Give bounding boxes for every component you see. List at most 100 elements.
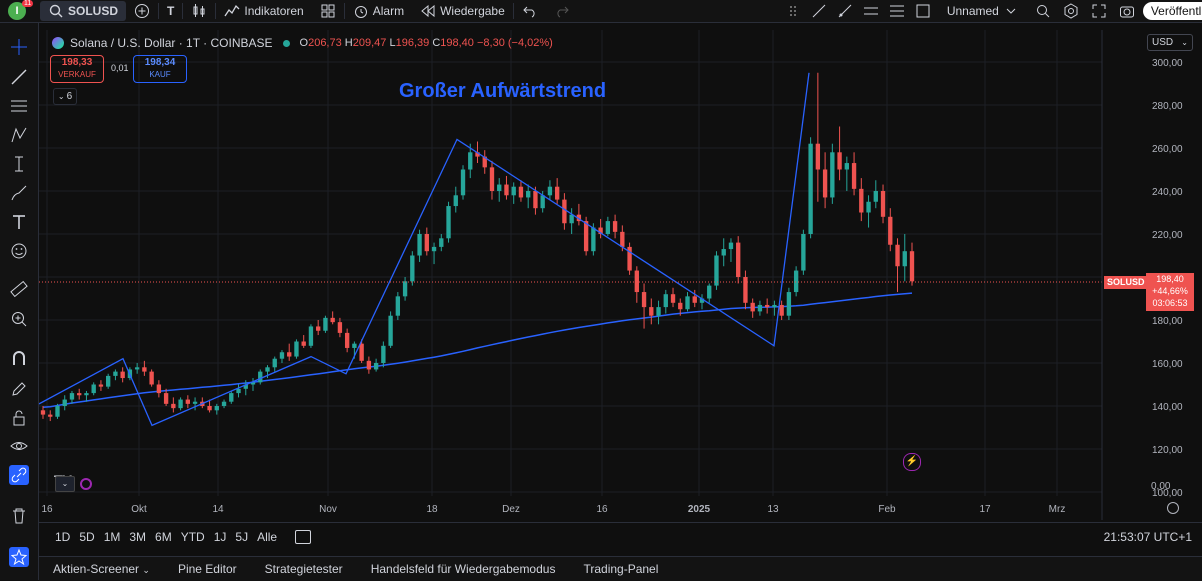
candle-body xyxy=(859,188,864,213)
parallel-channel-icon[interactable] xyxy=(863,3,879,19)
chart-settings-gear-icon[interactable] xyxy=(1167,502,1179,514)
range-button-1d[interactable]: 1D xyxy=(55,530,71,544)
user-avatar[interactable]: I 11 xyxy=(0,0,34,22)
candle-body xyxy=(627,246,632,271)
candle-body xyxy=(156,384,162,394)
rewind-icon xyxy=(420,3,436,19)
candle-body xyxy=(207,406,212,411)
price-tick-label: 120,00 xyxy=(1152,445,1183,456)
range-bar: 1D 5D 1M 3M 6M YTD 1J 5J Alle 21:53:07 UTC+1 xyxy=(39,522,1202,551)
candle-body xyxy=(844,163,849,170)
candle-body xyxy=(793,270,799,293)
sell-button[interactable]: 198,33 VERKAUF xyxy=(50,55,104,83)
lightning-event-icon[interactable]: ⚡ xyxy=(903,453,921,471)
legend-title[interactable]: Solana / U.S. Dollar · 1T · COINBASE xyxy=(70,36,273,50)
candle-body xyxy=(736,242,741,277)
eye-icon[interactable] xyxy=(9,436,29,456)
trendline-tool-icon[interactable] xyxy=(9,67,29,87)
chart-type-button[interactable] xyxy=(183,0,215,22)
text-tool-icon[interactable] xyxy=(9,212,29,232)
alarm-button[interactable]: Alarm xyxy=(345,0,412,22)
time-tick-label: 2025 xyxy=(688,504,711,515)
fib-icon[interactable] xyxy=(889,3,905,19)
tab-replay-trading[interactable]: Handelsfeld für Wiedergabemodus xyxy=(370,562,556,576)
candle-body xyxy=(236,388,241,394)
redo-button[interactable] xyxy=(546,0,578,22)
time-axis[interactable]: 16 Okt 14 Nov 18 Dez 16 2025 13 Feb 17 Mrz xyxy=(41,504,1065,515)
buy-button[interactable]: 198,34 KAUF xyxy=(133,55,187,83)
compare-symbol-button[interactable] xyxy=(126,0,158,22)
pitchfork-icon[interactable] xyxy=(9,125,29,145)
favorites-star-icon[interactable] xyxy=(9,547,29,567)
zoom-in-icon[interactable] xyxy=(9,309,29,329)
ray-icon[interactable] xyxy=(837,3,853,19)
replay-button[interactable]: Wiedergabe xyxy=(412,0,513,22)
avatar-letter: I xyxy=(8,2,26,20)
lock-icon[interactable] xyxy=(9,408,29,428)
emoji-icon[interactable] xyxy=(9,241,29,261)
drag-handle-icon[interactable] xyxy=(785,3,801,19)
templates-button[interactable] xyxy=(312,0,344,22)
ruler-icon[interactable] xyxy=(9,279,29,299)
range-button-1j[interactable]: 1J xyxy=(213,530,227,544)
publish-button[interactable]: Veröffentli xyxy=(1142,2,1202,20)
candle-body xyxy=(692,296,697,303)
candle-body xyxy=(323,317,328,331)
candle-body xyxy=(431,246,437,252)
clock[interactable]: 21:53:07 UTC+1 xyxy=(1103,530,1192,544)
sync-icon[interactable] xyxy=(80,478,92,490)
quick-search-icon[interactable] xyxy=(1035,3,1051,19)
range-button-3m[interactable]: 3M xyxy=(129,530,147,544)
undo-button[interactable] xyxy=(514,0,546,22)
trend-drawings[interactable] xyxy=(39,72,810,427)
range-button-5j[interactable]: 5J xyxy=(235,530,249,544)
horizontal-lines-icon[interactable] xyxy=(9,96,29,116)
range-button-alle[interactable]: Alle xyxy=(257,530,278,544)
camera-icon[interactable] xyxy=(1119,3,1135,19)
range-button-ytd[interactable]: YTD xyxy=(180,530,205,544)
tab-pine-editor[interactable]: Pine Editor xyxy=(177,562,237,576)
candle-body xyxy=(243,384,248,389)
goto-date-icon[interactable] xyxy=(295,530,312,544)
candle-body xyxy=(439,238,444,247)
currency-selector[interactable]: USD ⌄ xyxy=(1147,34,1193,51)
range-button-5d[interactable]: 5D xyxy=(79,530,95,544)
checkbox-icon[interactable] xyxy=(915,3,931,19)
crosshair-icon[interactable] xyxy=(9,37,29,57)
symbol-search[interactable]: SOLUSD xyxy=(40,1,127,21)
link-icon[interactable] xyxy=(9,465,29,485)
settings-gear-icon[interactable] xyxy=(1063,3,1079,19)
tab-trading-panel[interactable]: Trading-Panel xyxy=(583,562,659,576)
change-value: −8,30 (−4,02%) xyxy=(476,37,553,49)
trash-icon[interactable] xyxy=(9,506,29,526)
brush-icon[interactable] xyxy=(9,183,29,203)
zigzag-trendline xyxy=(39,72,810,427)
chart-annotation-text[interactable]: Großer Aufwärtstrend xyxy=(399,80,607,102)
tab-stock-screener[interactable]: Aktien-Screener ⌄ xyxy=(39,562,164,576)
text-cursor-icon[interactable] xyxy=(9,154,29,174)
price-chart[interactable]: 300,00280,00260,00240,00220,00200,00180,… xyxy=(39,30,1202,520)
magnet-icon[interactable] xyxy=(9,349,29,369)
fullscreen-icon[interactable] xyxy=(1091,3,1107,19)
last-price-tag: 198,40 +44,66% 03:06:53 xyxy=(1146,273,1194,311)
layout-menu[interactable]: Unnamed xyxy=(939,0,1027,22)
candle-body xyxy=(880,191,886,217)
tab-strategy-tester[interactable]: Strategietester xyxy=(264,562,343,576)
indicators-button[interactable]: Indikatoren xyxy=(216,0,311,22)
range-button-6m[interactable]: 6M xyxy=(155,530,172,544)
candle-body xyxy=(453,195,458,207)
candle-body xyxy=(192,401,198,404)
candle-body xyxy=(171,403,176,409)
candle-body xyxy=(511,186,516,196)
alarm-label: Alarm xyxy=(372,4,405,18)
logo-menu-chevron-icon[interactable]: ⌄ xyxy=(55,476,75,492)
indicators-collapse-toggle[interactable]: ⌄ 6 xyxy=(53,88,77,105)
candle-body xyxy=(134,367,140,370)
candle-body xyxy=(287,352,292,357)
interval-button[interactable]: T xyxy=(159,0,182,22)
time-tick-label: Feb xyxy=(878,504,896,515)
candle-body xyxy=(750,302,755,312)
trendline-icon[interactable] xyxy=(811,3,827,19)
range-button-1m[interactable]: 1M xyxy=(103,530,121,544)
pencil-lock-icon[interactable] xyxy=(9,379,29,399)
